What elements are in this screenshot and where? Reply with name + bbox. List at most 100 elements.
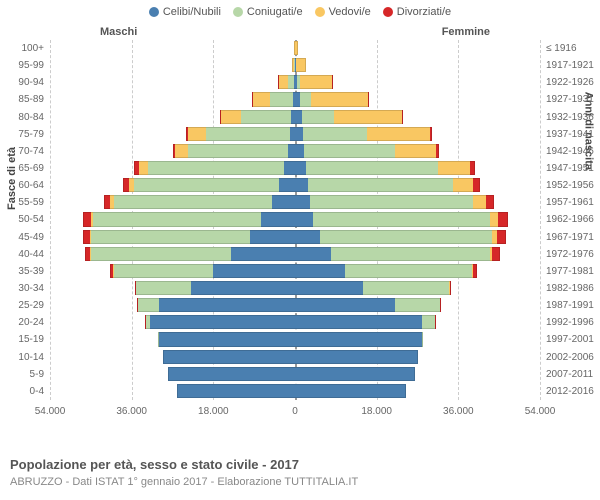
- pyramid-row: [50, 144, 540, 158]
- bar-segment: [83, 212, 91, 226]
- bar-segment: [436, 144, 439, 158]
- male-bar: [135, 281, 295, 295]
- bar-segment: [296, 58, 306, 72]
- bar-segment: [150, 315, 295, 329]
- bar-segment: [497, 230, 506, 244]
- pyramid-row: [50, 281, 540, 295]
- pyramid-row: [50, 367, 540, 381]
- male-bar: [83, 230, 295, 244]
- bar-segment: [422, 315, 435, 329]
- female-bar: [295, 264, 477, 278]
- pyramid-row: [50, 127, 540, 141]
- bar-segment: [345, 264, 472, 278]
- pyramid-row: [50, 110, 540, 124]
- bar-segment: [139, 161, 148, 175]
- pyramid-row: [50, 384, 540, 398]
- legend-item: Coniugati/e: [233, 6, 303, 18]
- bar-segment: [177, 384, 295, 398]
- female-bar: [295, 161, 475, 175]
- birth-year-label: 1992-1996: [546, 314, 600, 331]
- age-label: 0-4: [4, 383, 44, 400]
- birth-year-label: 2007-2011: [546, 366, 600, 383]
- bar-segment: [83, 230, 90, 244]
- bar-segment: [295, 195, 310, 209]
- bar-segment: [450, 281, 452, 295]
- male-bar: [83, 212, 295, 226]
- bar-segment: [492, 247, 499, 261]
- bar-segment: [159, 298, 295, 312]
- bar-segment: [295, 367, 415, 381]
- bar-segment: [498, 212, 508, 226]
- bar-segment: [188, 144, 288, 158]
- legend-item: Vedovi/e: [315, 6, 371, 18]
- bar-segment: [308, 178, 453, 192]
- bar-segment: [253, 92, 270, 106]
- bar-segment: [148, 161, 284, 175]
- female-bar: [295, 315, 436, 329]
- left-header: Maschi: [100, 26, 137, 38]
- bar-segment: [270, 92, 293, 106]
- bar-segment: [310, 195, 473, 209]
- bar-segment: [453, 178, 473, 192]
- age-label: 90-94: [4, 74, 44, 91]
- female-bar: [295, 110, 403, 124]
- bar-segment: [134, 178, 279, 192]
- bar-segment: [334, 110, 402, 124]
- legend-label: Celibi/Nubili: [163, 6, 221, 18]
- bar-segment: [295, 247, 331, 261]
- bar-segment: [136, 281, 190, 295]
- age-label: 65-69: [4, 160, 44, 177]
- legend-swatch: [315, 7, 325, 17]
- birth-year-label: 1932-1936: [546, 109, 600, 126]
- bar-segment: [473, 178, 480, 192]
- bar-segment: [114, 195, 273, 209]
- age-label: 100+: [4, 40, 44, 57]
- male-bar: [168, 367, 295, 381]
- age-label: 75-79: [4, 126, 44, 143]
- pyramid-row: [50, 58, 540, 72]
- pyramid-row: [50, 161, 540, 175]
- male-bar: [278, 75, 295, 89]
- bar-segment: [295, 212, 313, 226]
- birth-year-label: 1947-1951: [546, 160, 600, 177]
- female-bar: [295, 41, 298, 55]
- bar-segment: [261, 212, 295, 226]
- birth-year-label: 1957-1961: [546, 194, 600, 211]
- bar-segment: [306, 161, 438, 175]
- age-label: 50-54: [4, 211, 44, 228]
- bar-segment: [91, 247, 232, 261]
- age-label: 60-64: [4, 177, 44, 194]
- legend-label: Coniugati/e: [247, 6, 303, 18]
- bar-segment: [295, 298, 395, 312]
- male-bar: [134, 161, 295, 175]
- bar-segment: [303, 127, 367, 141]
- legend-item: Celibi/Nubili: [149, 6, 221, 18]
- bar-segment: [231, 247, 295, 261]
- pyramid-row: [50, 195, 540, 209]
- bar-segment: [363, 281, 449, 295]
- age-label: 30-34: [4, 280, 44, 297]
- bar-segment: [221, 110, 241, 124]
- pyramid-row: [50, 350, 540, 364]
- population-pyramid-chart: Celibi/NubiliConiugati/eVedovi/eDivorzia…: [0, 0, 600, 500]
- female-bar: [295, 367, 415, 381]
- male-bar: [85, 247, 295, 261]
- legend-swatch: [233, 7, 243, 17]
- birth-year-label: 1967-1971: [546, 229, 600, 246]
- legend-label: Vedovi/e: [329, 6, 371, 18]
- legend: Celibi/NubiliConiugati/eVedovi/eDivorzia…: [0, 6, 600, 18]
- birth-year-label: 1962-1966: [546, 211, 600, 228]
- female-bar: [295, 230, 506, 244]
- bar-segment: [300, 92, 311, 106]
- bar-segment: [295, 144, 304, 158]
- age-label: 95-99: [4, 57, 44, 74]
- right-header: Femmine: [442, 26, 490, 38]
- age-label: 25-29: [4, 297, 44, 314]
- age-label: 20-24: [4, 314, 44, 331]
- bar-segment: [402, 110, 403, 124]
- x-tick-label: 36.000: [116, 406, 147, 417]
- bar-segment: [367, 127, 431, 141]
- x-tick-label: 54.000: [525, 406, 556, 417]
- female-bar: [295, 127, 432, 141]
- birth-year-label: 1952-1956: [546, 177, 600, 194]
